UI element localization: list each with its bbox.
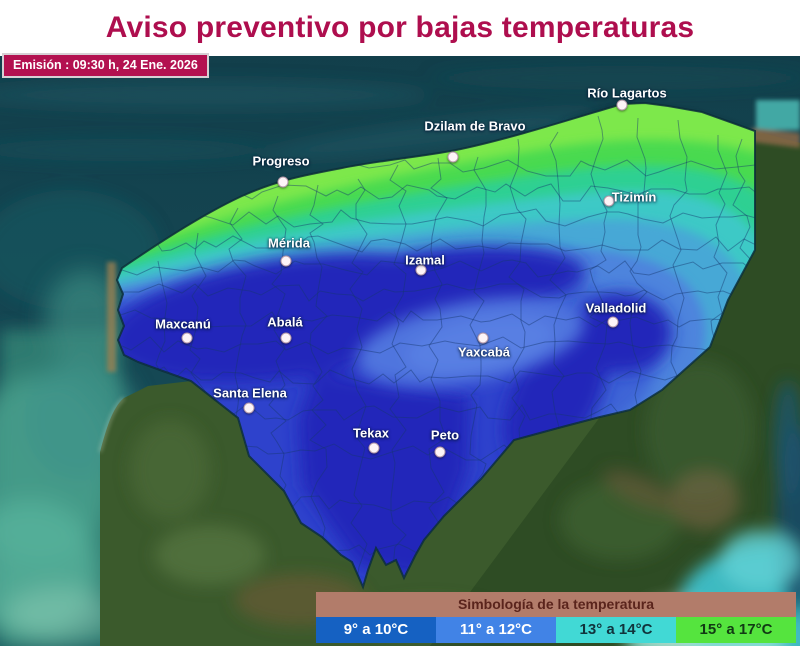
emission-badge: Emisión : 09:30 h, 24 Ene. 2026 [2, 53, 209, 78]
legend-item-9°-a-10°c: 9° a 10°C [316, 617, 436, 643]
west-sea [0, 270, 135, 646]
temperature-legend: Simbología de la temperatura 9° a 10°C 11… [316, 592, 796, 643]
legend-header: Simbología de la temperatura [316, 592, 796, 617]
legend-item-13°-a-14°c: 13° a 14°C [556, 617, 676, 643]
title-bar: Aviso preventivo por bajas temperaturas [0, 0, 800, 56]
ocean-texture [0, 66, 800, 310]
legend-item-15°-a-17°c: 15° a 17°C [676, 617, 796, 643]
legend-row: 9° a 10°C 11° a 12°C 13° a 14°C 15° a 17°C [316, 617, 796, 643]
page-title: Aviso preventivo por bajas temperaturas [105, 11, 695, 44]
legend-item-11°-a-12°c: 11° a 12°C [436, 617, 556, 643]
